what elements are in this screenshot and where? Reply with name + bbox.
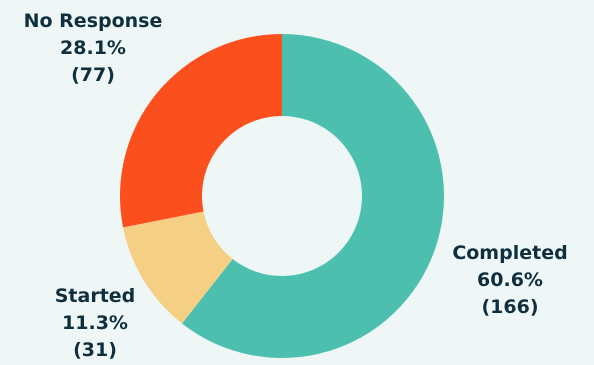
slice-label-count: (77): [71, 64, 115, 86]
donut-slice-no-response: [120, 34, 282, 228]
slice-label-name: No Response: [23, 10, 163, 32]
donut-slice-started: [123, 211, 233, 324]
slice-label-name: Completed: [452, 242, 568, 264]
slice-label-count: (31): [73, 339, 117, 361]
slice-label-started: Started 11.3% (31): [30, 283, 160, 364]
slice-label-completed: Completed 60.6% (166): [425, 240, 594, 321]
slice-label-count: (166): [481, 296, 539, 318]
slice-label-name: Started: [54, 285, 136, 307]
donut-slices: [120, 34, 445, 358]
slice-label-percent: 28.1%: [60, 37, 126, 59]
slice-label-percent: 11.3%: [62, 312, 128, 334]
donut-slice-completed: [182, 34, 445, 358]
slice-label-no-response: No Response 28.1% (77): [0, 8, 186, 89]
slice-label-percent: 60.6%: [477, 269, 543, 291]
